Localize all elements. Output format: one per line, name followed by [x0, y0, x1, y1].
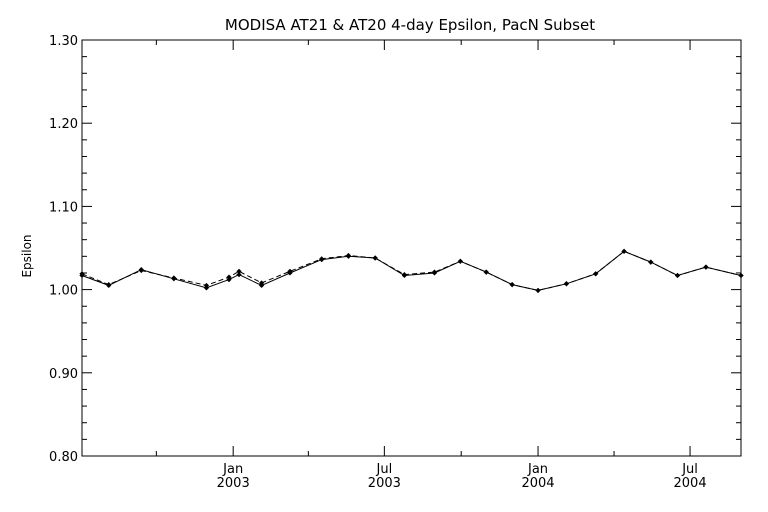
y-tick-label: 1.10 [49, 200, 78, 215]
x-tick-year: 2003 [217, 476, 250, 491]
series-2-point [648, 259, 654, 265]
series-2-point [258, 280, 265, 286]
series-2-point [226, 274, 232, 280]
series-2-point [138, 267, 144, 274]
series-2-point [401, 272, 408, 278]
series-2-point [79, 271, 85, 277]
series-2-point [703, 264, 709, 270]
x-tick-year: 2003 [368, 476, 401, 491]
series-2-point [738, 272, 744, 279]
series-2-point [593, 271, 599, 277]
series-2-point [203, 282, 210, 289]
series-2-point [319, 256, 325, 262]
x-tick-year: 2004 [674, 476, 707, 491]
series-2-point [621, 248, 627, 254]
x-tick-month: Jul [681, 462, 698, 477]
series-2-point [372, 255, 378, 261]
series-line-2 [81, 250, 742, 291]
series-2-point [563, 281, 570, 287]
y-tick-label: 1.20 [49, 117, 78, 132]
series-2-point [106, 282, 112, 288]
series-2-point [457, 258, 463, 264]
series-1-point [236, 272, 242, 278]
y-axis: 0.80 0.90 1.00 1.10 1.20 1.30 [49, 34, 741, 465]
series-line-1 [81, 250, 742, 291]
y-axis-label: Epsilon [20, 234, 34, 277]
plot-frame [81, 39, 742, 457]
chart-title: MODISA AT21 & AT20 4-day Epsilon, PacN S… [225, 16, 595, 34]
series-2-point [287, 268, 293, 274]
x-tick-month: Jul [376, 462, 393, 477]
series-2-point [171, 275, 177, 281]
x-tick-month: Jan [527, 462, 548, 477]
x-tick-year: 2004 [521, 476, 554, 491]
series-2-point [345, 252, 352, 259]
series-2-point [674, 272, 681, 279]
y-tick-label: 1.30 [49, 34, 78, 49]
series-group [79, 248, 744, 294]
x-tick-month: Jan [222, 462, 243, 477]
y-tick-label: 0.90 [49, 367, 78, 382]
y-tick-label: 1.00 [49, 284, 78, 299]
series-2-point [509, 282, 515, 288]
series-2-point [535, 287, 541, 294]
y-tick-label: 0.80 [49, 450, 78, 465]
series-2-point [483, 269, 489, 275]
series-2-point [431, 269, 438, 275]
series-2-point [236, 268, 242, 274]
